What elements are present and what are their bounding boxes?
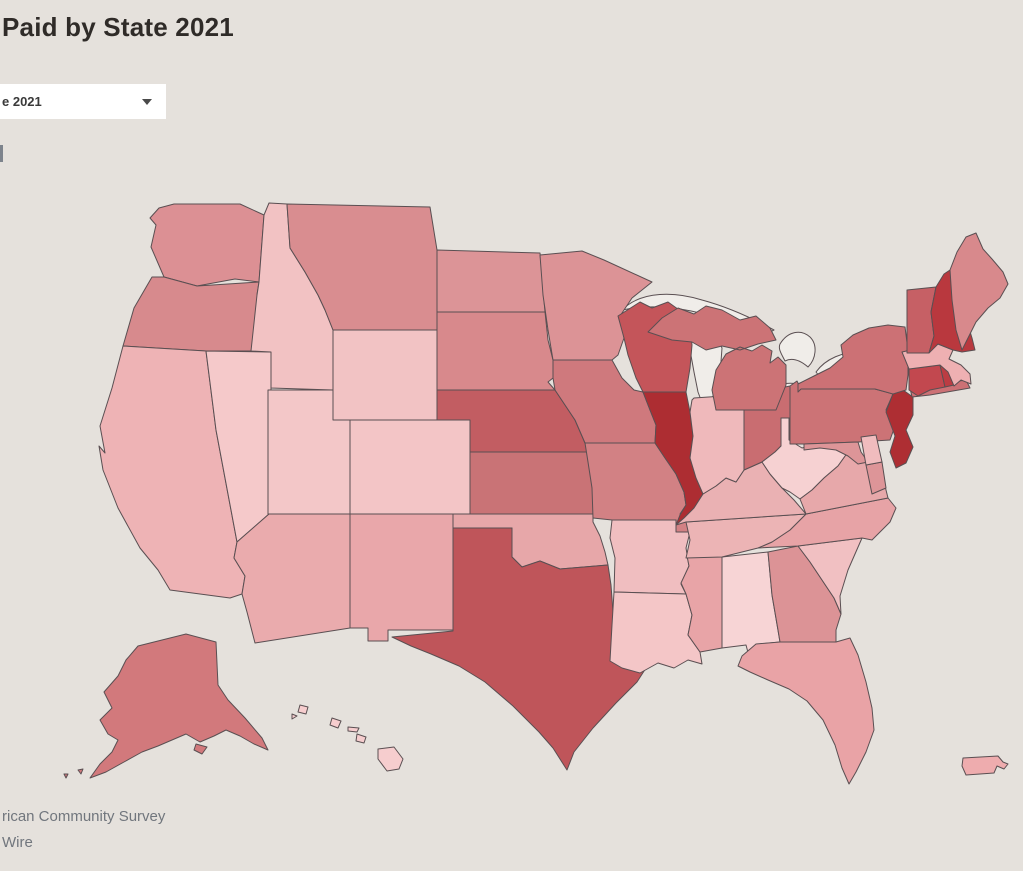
state-wy[interactable] (332, 329, 438, 421)
state-me[interactable] (949, 232, 1009, 351)
state-az[interactable] (233, 513, 351, 644)
state-pr[interactable] (961, 755, 1009, 776)
state-nd[interactable] (436, 249, 546, 313)
state-ks[interactable] (469, 451, 595, 515)
lake-huron (778, 331, 816, 368)
year-dropdown[interactable]: e 2021 (0, 84, 166, 119)
state-nm[interactable] (349, 513, 454, 642)
state-mi[interactable] (647, 305, 787, 411)
state-fl[interactable] (737, 637, 875, 785)
state-sc[interactable] (797, 537, 863, 615)
page-title: Paid by State 2021 (2, 12, 234, 42)
state-ak[interactable] (63, 633, 269, 779)
source-attribution-line2: Wire (2, 834, 33, 851)
state-de[interactable] (860, 434, 883, 466)
clipped-ui-fragment (0, 145, 3, 162)
year-dropdown-value: e 2021 (2, 94, 42, 109)
chevron-down-icon (142, 99, 152, 105)
state-sd[interactable] (436, 311, 556, 391)
state-tx[interactable] (391, 527, 647, 771)
state-mt[interactable] (286, 203, 438, 331)
state-hi[interactable] (291, 704, 404, 772)
state-wa[interactable] (149, 203, 265, 287)
source-attribution-line1: rican Community Survey (2, 808, 166, 825)
state-tn[interactable] (685, 513, 807, 559)
state-or[interactable] (122, 276, 266, 352)
state-co[interactable] (349, 419, 471, 515)
